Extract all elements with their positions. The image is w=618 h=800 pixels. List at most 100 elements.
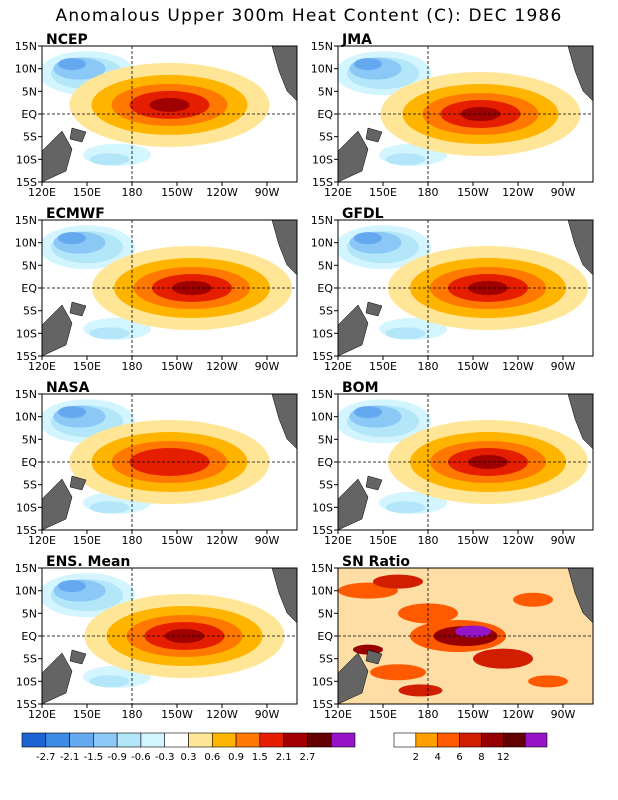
land-mass [69, 301, 87, 317]
x-tick-label: 150W [161, 186, 193, 199]
y-tick-label: 5S [319, 653, 333, 666]
x-tick-label: 180 [122, 360, 143, 373]
panel-title: JMA [342, 32, 372, 48]
panel-title: ECMWF [46, 206, 105, 222]
panel-ens-mean: ENS. Mean 120E 150E 180 150W 120W 90W 15N 10N 5N… [0, 554, 309, 729]
panel-gfdl: GFDL 120E 150E 180 150W 120W 90W 15N 10N 5N EQ 5S 1… [296, 206, 605, 381]
x-tick-label: 180 [122, 186, 143, 199]
cold-anomaly [385, 153, 426, 166]
x-tick-label: 150E [369, 360, 397, 373]
x-tick-label: 90W [255, 708, 280, 721]
x-tick-label: 180 [122, 708, 143, 721]
y-tick-label: 10S [312, 327, 333, 340]
anomaly-label: 1.5 [252, 752, 268, 763]
x-tick-label: 150E [369, 534, 397, 547]
panel-bom: BOM 120E 150E 180 150W 120W 90W 15N 10N 5N EQ 5S 10… [296, 380, 605, 555]
x-tick-label: 150W [161, 360, 193, 373]
land-mass [42, 130, 73, 182]
land-mass [271, 46, 297, 102]
y-tick-label: 15S [312, 698, 333, 711]
y-tick-label: 15S [312, 350, 333, 363]
y-tick-label: EQ [21, 630, 37, 643]
y-tick-label: 10N [15, 585, 37, 598]
land-mass [271, 220, 297, 276]
land-mass [42, 478, 73, 530]
cold-anomaly [58, 406, 86, 419]
land-mass [365, 649, 383, 665]
x-tick-label: 180 [418, 360, 439, 373]
x-tick-label: 90W [255, 186, 280, 199]
y-tick-label: 10N [311, 63, 333, 76]
field-layer [42, 46, 297, 182]
anomaly-label: -2.1 [60, 752, 80, 763]
panel-title: GFDL [342, 206, 384, 222]
y-tick-label: 5S [23, 131, 37, 144]
x-tick-label: 90W [551, 708, 576, 721]
sn-swatch [481, 732, 504, 748]
cold-anomaly [58, 232, 86, 245]
figure-title: Anomalous Upper 300m Heat Content (C): D… [55, 6, 563, 26]
sn-label: 6 [456, 752, 462, 763]
cold-anomaly [385, 327, 426, 340]
cold-anomaly [89, 501, 130, 514]
y-tick-label: 10N [15, 63, 37, 76]
x-tick-label: 150W [161, 708, 193, 721]
x-tick-label: 120W [206, 186, 238, 199]
land-mass [69, 649, 87, 665]
y-tick-label: 15N [311, 388, 333, 401]
land-mass [338, 478, 369, 530]
x-tick-label: 120W [502, 708, 534, 721]
x-tick-label: 120E [28, 534, 56, 547]
y-tick-label: 10N [311, 585, 333, 598]
panel-nasa: NASA 120E 150E 180 150W 120W 90W 15N 10N 5N EQ 5S 1… [0, 380, 309, 555]
sn-swatch [459, 732, 482, 748]
x-tick-label: 180 [418, 534, 439, 547]
land-mass [271, 568, 297, 624]
cold-anomaly [385, 501, 426, 514]
panel-ecmwf: ECMWF 120E 150E 180 150W 120W 90W 15N 10N 5N EQ 5S… [0, 206, 309, 381]
y-tick-label: 5S [319, 131, 333, 144]
sn-swatch [437, 732, 460, 748]
panel-map: 120E 150E 180 150W 120W 90W 15N 10N 5N EQ 5S 10S 15S [311, 214, 594, 373]
anomaly-label: 0.9 [228, 752, 244, 763]
x-tick-label: 90W [551, 360, 576, 373]
anomaly-swatch [69, 732, 94, 748]
anomaly-label: 2.7 [299, 752, 315, 763]
y-tick-label: EQ [317, 282, 333, 295]
cold-anomaly [89, 675, 130, 688]
y-tick-label: 15N [15, 40, 37, 53]
y-tick-label: 15S [16, 176, 37, 189]
anomaly-swatch [211, 732, 237, 748]
x-tick-label: 120W [206, 708, 238, 721]
y-tick-label: EQ [21, 282, 37, 295]
anomaly-swatch [235, 732, 261, 748]
colorbars: -2.7 -2.1 -1.5 -0.9 -0.6 -0.3 0.3 0.6 0.9 1.5 2.1 2… [21, 732, 548, 763]
y-tick-label: 5N [318, 259, 333, 272]
panel-ncep: NCEP 120E 150E 180 150W 120W 90W 15N 10N 5N EQ 5S 1… [0, 32, 309, 207]
y-tick-label: 15N [15, 214, 37, 227]
x-tick-label: 150E [73, 186, 101, 199]
panel-title: NASA [46, 380, 90, 396]
anomaly-swatch [259, 732, 284, 748]
sn-label: 8 [478, 752, 484, 763]
y-tick-label: 15N [15, 388, 37, 401]
anomaly-label: -2.7 [36, 752, 56, 763]
land-mass [338, 130, 369, 182]
cold-anomaly [58, 58, 86, 71]
cold-anomaly [58, 580, 86, 593]
y-tick-label: 5N [318, 607, 333, 620]
y-tick-label: EQ [317, 630, 333, 643]
warm-anomaly [149, 97, 190, 112]
x-tick-label: 150E [73, 534, 101, 547]
y-tick-label: 5S [23, 653, 37, 666]
land-mass [567, 220, 593, 276]
y-tick-label: 10S [312, 153, 333, 166]
panel-map: 120E 150E 180 150W 120W 90W 15N 10N 5N EQ 5S 10S 15S [311, 388, 594, 547]
x-tick-label: 90W [255, 534, 280, 547]
anomaly-swatch [45, 732, 70, 748]
y-tick-label: 15S [16, 350, 37, 363]
y-tick-label: 5S [23, 305, 37, 318]
y-tick-label: 10S [16, 501, 37, 514]
land-mass [338, 652, 369, 704]
y-tick-label: 10S [16, 327, 37, 340]
